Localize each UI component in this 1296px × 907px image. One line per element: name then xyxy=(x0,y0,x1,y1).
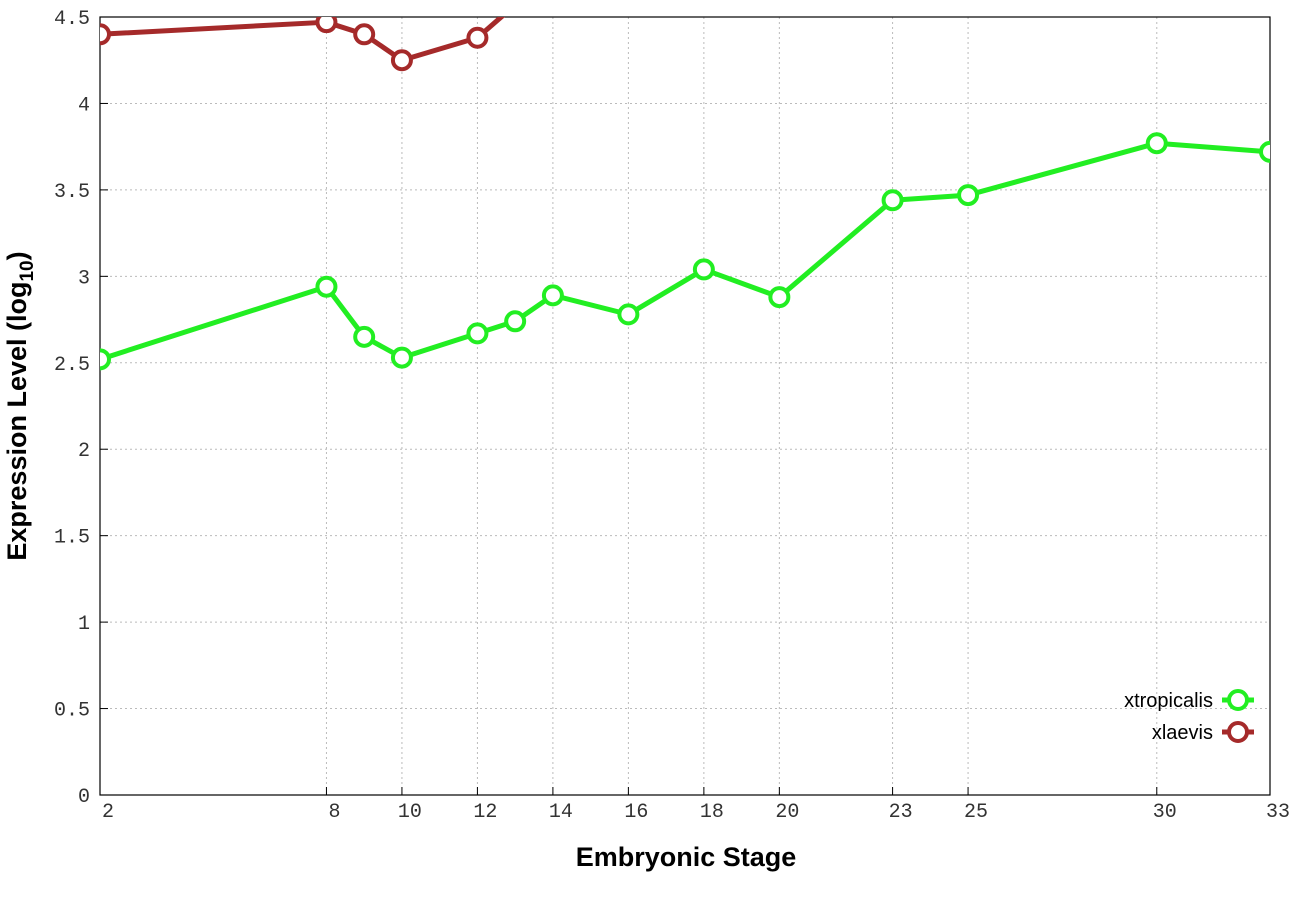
point-marker xyxy=(100,348,111,371)
point-marker xyxy=(1259,140,1270,163)
legend-marker xyxy=(1227,721,1249,743)
x-tick-label: 8 xyxy=(328,801,340,824)
y-tick-label: 3 xyxy=(78,267,90,290)
x-tick-label: 16 xyxy=(624,801,648,824)
x-tick-label: 25 xyxy=(964,801,988,824)
y-tick-label: 4.5 xyxy=(54,8,90,31)
x-tick-label: 10 xyxy=(398,801,422,824)
point-marker xyxy=(957,184,980,207)
point-marker xyxy=(353,325,376,348)
point-marker xyxy=(390,346,413,369)
series-line xyxy=(100,17,506,63)
x-axis-title: Embryonic Stage xyxy=(576,842,797,872)
y-tick-label: 1.5 xyxy=(54,527,90,550)
y-tick-label: 3.5 xyxy=(54,181,90,204)
y-tick-label: 1 xyxy=(78,613,90,636)
point-marker xyxy=(466,322,489,345)
x-tick-label: 20 xyxy=(775,801,799,824)
point-marker xyxy=(541,284,564,307)
y-tick-label: 4 xyxy=(78,94,90,117)
point-marker xyxy=(466,26,489,49)
y-tick-label: 0 xyxy=(78,786,90,809)
x-tick-label: 14 xyxy=(549,801,573,824)
point-marker xyxy=(1145,132,1168,155)
x-tick-label: 30 xyxy=(1153,801,1177,824)
point-marker xyxy=(692,258,715,281)
series-layer xyxy=(100,0,1270,371)
point-marker xyxy=(315,17,338,34)
y-tick-label: 2.5 xyxy=(54,354,90,377)
point-marker xyxy=(506,0,524,14)
series-line xyxy=(100,140,1270,362)
point-marker xyxy=(617,303,640,326)
legend-marker xyxy=(1227,689,1249,711)
point-marker xyxy=(315,275,338,298)
point-marker xyxy=(390,49,413,72)
x-tick-label: 2 xyxy=(102,801,114,824)
grid xyxy=(99,16,1271,796)
plot-frame xyxy=(99,16,1271,796)
y-axis-title: Expression Level (log10) xyxy=(2,251,38,560)
point-marker xyxy=(768,286,791,309)
x-tick-label: 23 xyxy=(889,801,913,824)
y-tick-label: 2 xyxy=(78,440,90,463)
y-tick-label: 0.5 xyxy=(54,700,90,723)
ticks: 0 0.5 1 1.5 2 2.5 3 3.5 4 4.5 2 8 10 12 14 16 18 20 23 25 30… xyxy=(54,8,1290,824)
point-marker xyxy=(504,310,527,333)
point-marker xyxy=(353,23,376,46)
x-tick-label: 18 xyxy=(700,801,724,824)
legend: xtropicalis xlaevis xyxy=(1124,689,1254,744)
point-marker xyxy=(100,23,111,46)
y-axis-title-end: ) xyxy=(2,251,32,260)
x-tick-label: 33 xyxy=(1266,801,1290,824)
y-axis-title-main: Expression Level (log xyxy=(2,282,32,561)
y-axis-title-sub: 10 xyxy=(17,260,38,281)
x-tick-label: 12 xyxy=(473,801,497,824)
legend-label: xtropicalis xyxy=(1124,690,1213,712)
legend-label: xlaevis xyxy=(1152,722,1213,744)
point-marker xyxy=(881,189,904,212)
